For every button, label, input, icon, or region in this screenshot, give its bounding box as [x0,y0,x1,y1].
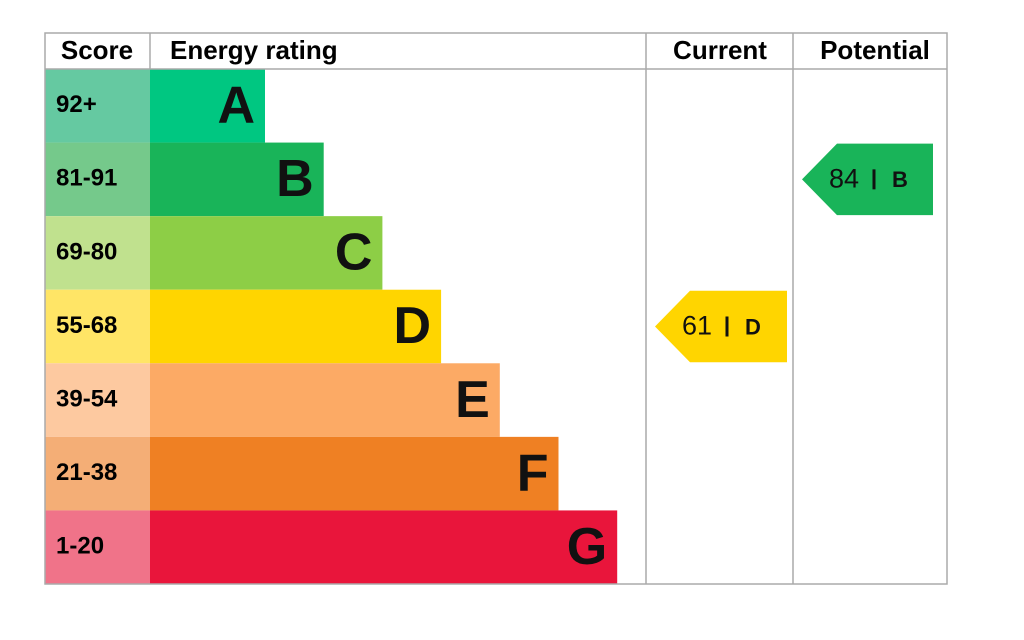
rating-letter: G [567,518,607,576]
score-cell [45,216,150,290]
rating-letter: F [517,444,549,502]
header-rating: Energy rating [170,35,338,65]
current-letter: D [745,314,761,339]
score-label: 55-68 [56,312,117,339]
current-value: 61 [682,311,712,341]
potential-letter: B [892,167,908,192]
rating-letter: B [276,150,314,208]
rating-bar [150,216,383,290]
score-cell [45,142,150,217]
rating-letter: E [455,371,490,429]
header-current: Current [673,35,767,65]
rating-bar [150,436,559,511]
score-label: 69-80 [56,238,117,265]
rating-bar [150,510,618,584]
rating-letter: D [394,297,432,355]
score-label: 1-20 [56,533,104,560]
score-cell [45,510,150,584]
header-score: Score [61,35,133,65]
table-border [44,32,948,585]
score-label: 21-38 [56,459,117,486]
current-arrow [655,290,787,363]
score-cell [45,69,150,143]
score-label: 39-54 [56,385,118,412]
rating-bar [150,289,442,364]
rating-bar [150,142,324,217]
header-potential: Potential [820,35,930,65]
score-cell [45,436,150,511]
rating-bar [150,363,500,437]
rating-letter: A [217,77,255,135]
potential-value: 84 [829,163,859,193]
score-label: 92+ [56,91,97,118]
potential-arrow [802,143,933,216]
score-cell [45,363,150,437]
score-label: 81-91 [56,165,117,192]
score-cell [45,289,150,364]
rating-letter: C [335,224,373,282]
rating-bar [150,69,265,143]
